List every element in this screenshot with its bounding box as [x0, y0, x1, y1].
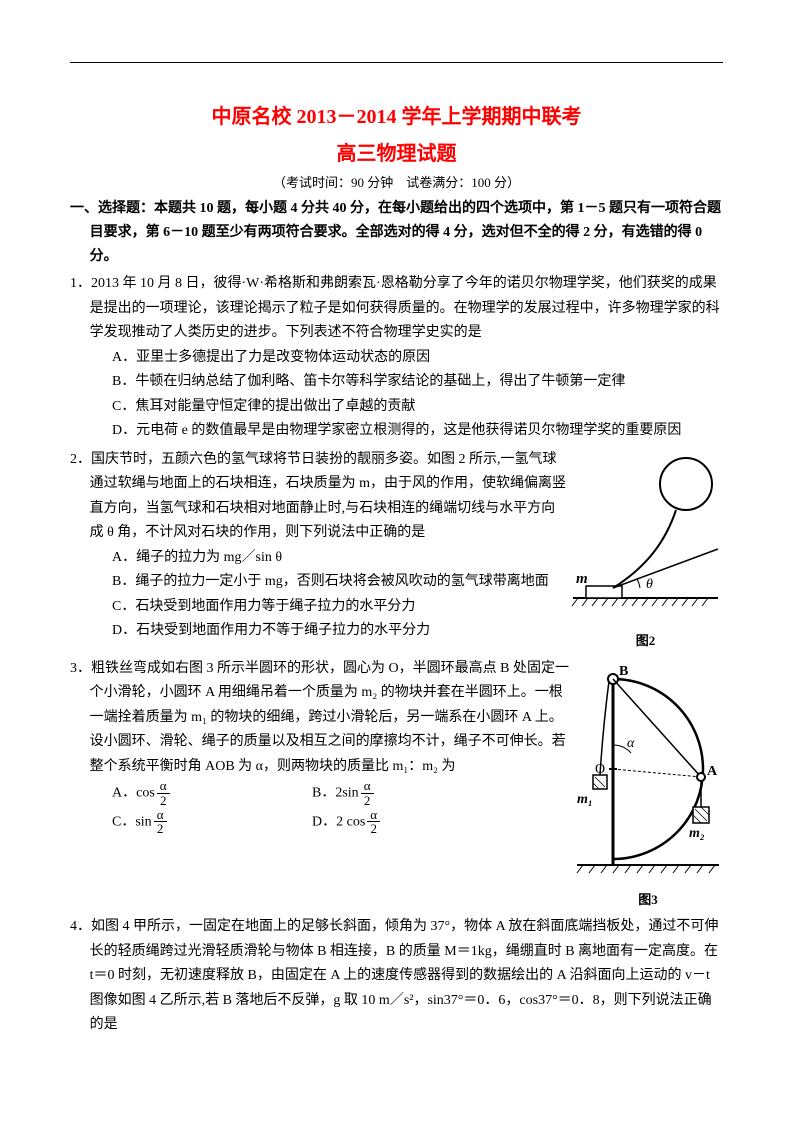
frac-den: 2: [154, 822, 167, 836]
figure-3: O B α A m₂: [573, 657, 723, 912]
top-rule: [70, 62, 723, 63]
figure-2-svg: θ m: [568, 448, 723, 628]
q3-option-D: D．2 cosα2: [312, 808, 452, 836]
m-label: m: [576, 571, 588, 587]
frac-num: α: [367, 808, 380, 823]
q3-D-pre: D．2 cos: [312, 814, 365, 829]
q3-stem: 3．粗铁丝弯成如右图 3 所示半圆环的形状，圆心为 O，半圆环最高点 B 处固定…: [70, 657, 573, 780]
section-heading: 一、选择题：本题共 10 题，每小题 4 分共 40 分，在每小题给出的四个选项…: [70, 197, 723, 268]
q2-option-D: D．石块受到地面作用力不等于绳子拉力的水平分力: [112, 619, 568, 644]
q1-stem: 1．2013 年 10 月 8 日，彼得·W·希格斯和弗朗索瓦·恩格勒分享了今年…: [70, 272, 723, 346]
q3-option-A: A．cosα2: [112, 779, 252, 807]
q2-option-C: C．石块受到地面作用力等于绳子拉力的水平分力: [112, 595, 568, 620]
A-label: A: [707, 764, 718, 779]
frac-den: 2: [367, 822, 380, 836]
question-3: O B α A m₂: [70, 657, 723, 912]
figure-2: θ m 图2: [568, 448, 723, 653]
q3-B-frac: α2: [361, 779, 374, 807]
frac-num: α: [157, 779, 170, 794]
frac-den: 2: [157, 794, 170, 808]
exam-page: 中原名校 2013－2014 学年上学期期中联考 高三物理试题 （考试时间：90…: [0, 0, 793, 1122]
q3-choices-row2: C．sinα2 D．2 cosα2: [70, 808, 573, 836]
m2-label: m₂: [689, 826, 705, 841]
q3-option-B: B．2sinα2: [312, 779, 452, 807]
q3-D-frac: α2: [367, 808, 380, 836]
exam-info: （考试时间：90 分钟 试卷满分：100 分）: [70, 172, 723, 191]
q4-stem: 4．如图 4 甲所示，一固定在地面上的足够长斜面，倾角为 37°，物体 A 放在…: [70, 915, 723, 1038]
title-line1: 中原名校 2013－2014 学年上学期期中联考: [70, 100, 723, 129]
figure-2-label: 图2: [568, 630, 723, 653]
q3-C-frac: α2: [154, 808, 167, 836]
q1-option-C: C．焦耳对能量守恒定律的提出做出了卓越的贡献: [112, 395, 723, 420]
theta-label: θ: [646, 577, 653, 592]
question-2: θ m 图2 2．国庆节时，五颜六色的氢气球将节日装扮的靓丽多姿。如图 2 所示…: [70, 448, 723, 653]
m1-label: m₁: [577, 792, 593, 807]
q3-C-pre: C．sin: [112, 814, 152, 829]
q2-option-B: B．绳子的拉力一定小于 mg，否则石块将会被风吹动的氢气球带离地面: [112, 570, 568, 595]
B-label: B: [619, 664, 628, 679]
question-4: 4．如图 4 甲所示，一固定在地面上的足够长斜面，倾角为 37°，物体 A 放在…: [70, 915, 723, 1038]
frac-den: 2: [361, 794, 374, 808]
q3-choices-row1: A．cosα2 B．2sinα2: [70, 779, 573, 807]
figure-3-label: 图3: [573, 889, 723, 912]
q1-option-D: D．元电荷 e 的数值最早是由物理学家密立根测得的，这是他获得诺贝尔物理学奖的重…: [112, 419, 723, 444]
question-1: 1．2013 年 10 月 8 日，彼得·W·希格斯和弗朗索瓦·恩格勒分享了今年…: [70, 272, 723, 444]
q3-A-frac: α2: [157, 779, 170, 807]
q1-option-B: B．牛顿在归纳总结了伽利略、笛卡尔等科学家结论的基础上，得出了牛顿第一定律: [112, 370, 723, 395]
figure-3-svg: O B α A m₂: [573, 657, 723, 887]
q2-options: A．绳子的拉力为 mg／sin θ B．绳子的拉力一定小于 mg，否则石块将会被…: [70, 546, 568, 644]
q3-B-pre: B．2sin: [312, 786, 359, 801]
frac-num: α: [361, 779, 374, 794]
q3-option-C: C．sinα2: [112, 808, 252, 836]
q1-options: A．亚里士多德提出了力是改变物体运动状态的原因 B．牛顿在归纳总结了伽利略、笛卡…: [70, 346, 723, 444]
q2-stem: 2．国庆节时，五颜六色的氢气球将节日装扮的靓丽多姿。如图 2 所示,一氢气球通过…: [70, 448, 568, 546]
frac-num: α: [154, 808, 167, 823]
alpha-label: α: [627, 736, 635, 751]
q2-option-A: A．绳子的拉力为 mg／sin θ: [112, 546, 568, 571]
title-line2: 高三物理试题: [70, 137, 723, 166]
q3-A-pre: A．cos: [112, 786, 155, 801]
q1-option-A: A．亚里士多德提出了力是改变物体运动状态的原因: [112, 346, 723, 371]
